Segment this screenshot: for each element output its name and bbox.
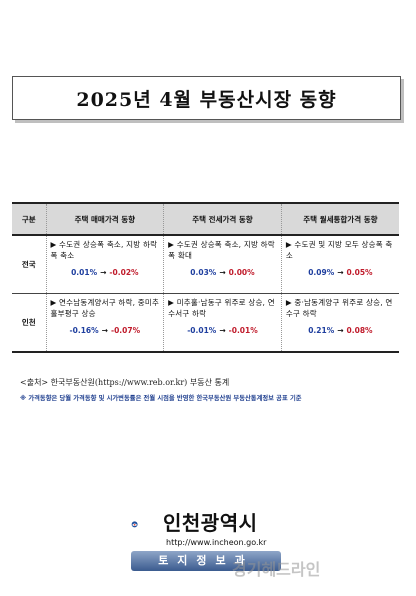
rate-from: -0.01% — [187, 326, 217, 335]
trend-description: ▶ 수도권 상승폭 축소, 지방 하락폭 확대 — [168, 240, 275, 260]
trend-description: ▶ 수도권 및 지방 모두 상승폭 축소 — [285, 240, 393, 260]
source-note: <출처> 한국부동산원(https://www.reb.or.kr) 부동산 통… — [20, 378, 230, 387]
table-header-row: 구분 주택 매매가격 동향 주택 전세가격 동향 주택 월세통합가격 동향 — [12, 202, 399, 236]
rate-to: -0.07% — [110, 326, 141, 335]
rate-from: 0.01% — [71, 268, 98, 277]
trend-description: ▶ 중·남동계양구 위주로 상승, 연수구 하락 — [285, 298, 393, 318]
header-category: 구분 — [12, 202, 46, 236]
table-cell: ▶ 수도권 상승폭 축소, 지방 하락폭 축소 0.01% → -0.02% — [45, 235, 164, 294]
table-cell: ▶ 중·남동계양구 위주로 상승, 연수구 하락 0.21% → 0.08% — [280, 293, 399, 353]
rate-change: 0.01% → -0.02% — [51, 268, 160, 277]
rate-change: 0.03% → 0.00% — [168, 268, 277, 277]
rate-to: 0.08% — [346, 326, 373, 335]
table-cell: ▶ 미추홀·남동구 위주로 상승, 연수서구 하락 -0.01% → -0.01% — [163, 293, 282, 353]
watermark: 경기헤드라인 — [232, 560, 321, 579]
rate-to: -0.02% — [109, 268, 139, 277]
market-trend-table: 구분 주택 매매가격 동향 주택 전세가격 동향 주택 월세통합가격 동향 전국… — [12, 202, 399, 353]
table-cell: ▶ 수도권 상승폭 축소, 지방 하락폭 확대 0.03% → 0.00% — [163, 235, 282, 294]
arrow-icon: → — [100, 268, 107, 277]
table-row-national: 전국 ▶ 수도권 상승폭 축소, 지방 하락폭 축소 0.01% → -0.02% … — [12, 235, 399, 294]
table-cell: ▶ 수도권 및 지방 모두 상승폭 축소 0.09% → 0.05% — [280, 235, 399, 294]
page-title: 2025년 4월 부동산시장 동향 — [12, 76, 401, 120]
city-url: http://www.incheon.go.kr — [166, 538, 267, 547]
header-sale-price: 주택 매매가격 동향 — [45, 202, 164, 236]
rate-change: -0.01% → -0.01% — [168, 326, 277, 335]
city-name: 인천광역시 — [163, 511, 258, 535]
region-label: 전국 — [12, 235, 46, 294]
rate-from: 0.09% — [308, 268, 335, 277]
table-row-incheon: 인천 ▶ 연수남동계양서구 하락, 중미추홀부평구 상승 -0.16% → -0.0… — [12, 293, 399, 353]
trend-description: ▶ 수도권 상승폭 축소, 지방 하락폭 축소 — [50, 240, 158, 260]
footnote: ※ 가격동향은 당월 가격동향 및 시가변동률은 전월 시점을 반영한 한국부동… — [20, 395, 302, 402]
incheon-logo-icon — [131, 521, 138, 528]
trend-description: ▶ 미추홀·남동구 위주로 상승, 연수서구 하락 — [168, 298, 275, 318]
arrow-icon: → — [337, 326, 344, 335]
rate-to: -0.01% — [228, 326, 258, 335]
rate-from: 0.03% — [190, 268, 217, 277]
arrow-icon: → — [337, 268, 344, 277]
rate-from: -0.16% — [69, 326, 99, 335]
rate-to: 0.05% — [346, 268, 373, 277]
arrow-icon: → — [219, 268, 226, 277]
rate-change: -0.16% → -0.07% — [51, 326, 160, 335]
region-label: 인천 — [12, 293, 46, 353]
arrow-icon: → — [101, 326, 108, 335]
header-jeonse-price: 주택 전세가격 동향 — [163, 202, 282, 236]
trend-description: ▶ 연수남동계양서구 하락, 중미추홀부평구 상승 — [50, 298, 160, 318]
rate-from: 0.21% — [308, 326, 335, 335]
table-cell: ▶ 연수남동계양서구 하락, 중미추홀부평구 상승 -0.16% → -0.07% — [45, 293, 164, 353]
rate-change: 0.21% → 0.08% — [286, 326, 395, 335]
rate-to: 0.00% — [228, 268, 255, 277]
arrow-icon: → — [219, 326, 226, 335]
rate-change: 0.09% → 0.05% — [286, 268, 395, 277]
department-banner: 토지정보과 — [131, 551, 281, 571]
header-monthly-rent: 주택 월세통합가격 동향 — [280, 202, 399, 236]
